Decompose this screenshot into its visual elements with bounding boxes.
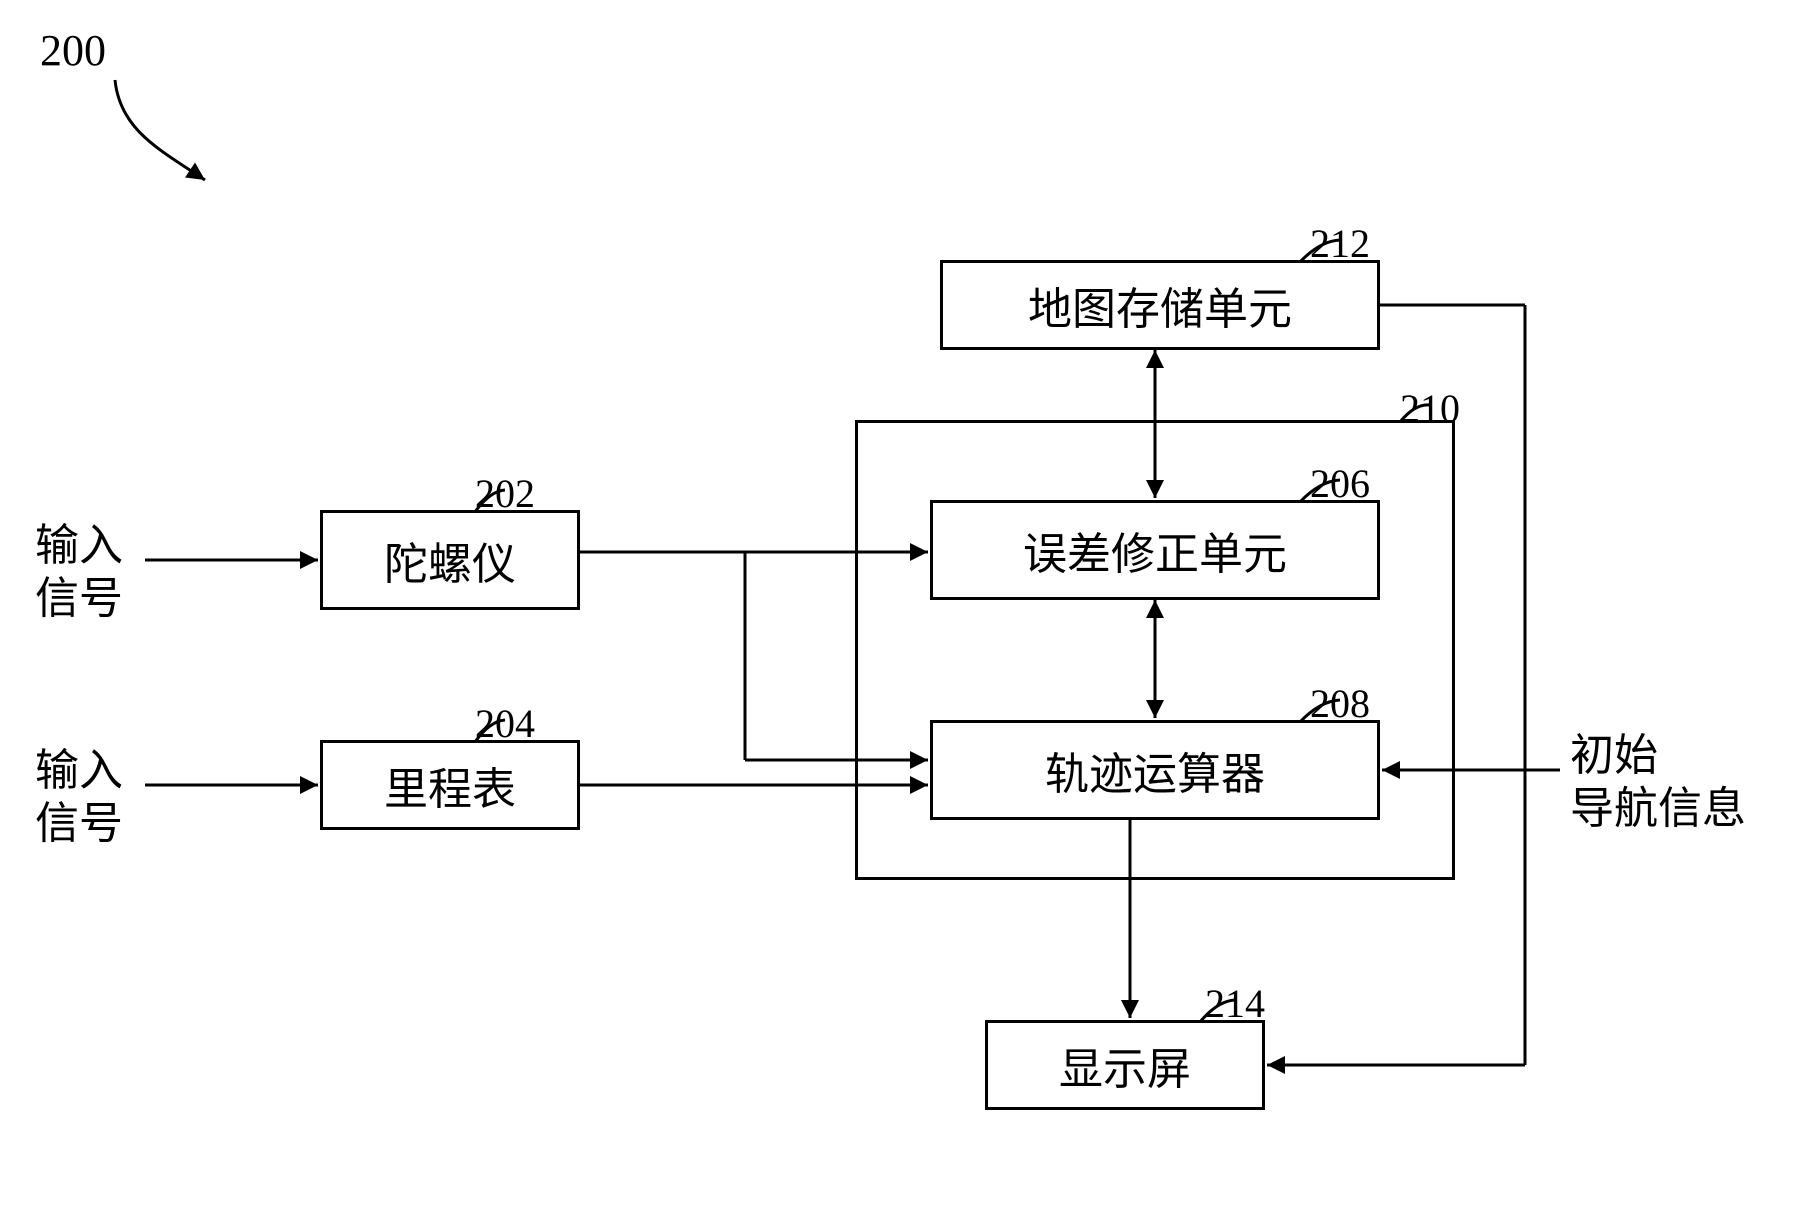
odometer-block: 里程表 xyxy=(320,740,580,830)
ref-210: 210 xyxy=(1400,385,1460,432)
display-block: 显示屏 xyxy=(985,1020,1265,1110)
trajectory-label: 轨迹运算器 xyxy=(1045,738,1265,802)
ref-208: 208 xyxy=(1310,680,1370,727)
odometer-label: 里程表 xyxy=(384,753,516,817)
input-signal-2-label: 输入 信号 xyxy=(35,745,123,851)
trajectory-block: 轨迹运算器 xyxy=(930,720,1380,820)
ref-212: 212 xyxy=(1310,220,1370,267)
ref-214: 214 xyxy=(1205,980,1265,1027)
figure-ref-number: 200 xyxy=(40,25,106,76)
input-signal-1-label: 输入 信号 xyxy=(35,520,123,626)
map-storage-label: 地图存储单元 xyxy=(1028,273,1292,337)
ref-202: 202 xyxy=(475,470,535,517)
error-correction-block: 误差修正单元 xyxy=(930,500,1380,600)
ref-206: 206 xyxy=(1310,460,1370,507)
display-label: 显示屏 xyxy=(1059,1033,1191,1097)
map-storage-block: 地图存储单元 xyxy=(940,260,1380,350)
error-correction-label: 误差修正单元 xyxy=(1023,518,1287,582)
gyroscope-block: 陀螺仪 xyxy=(320,510,580,610)
initial-nav-label: 初始 导航信息 xyxy=(1570,730,1746,836)
ref-204: 204 xyxy=(475,700,535,747)
gyroscope-label: 陀螺仪 xyxy=(384,528,516,592)
